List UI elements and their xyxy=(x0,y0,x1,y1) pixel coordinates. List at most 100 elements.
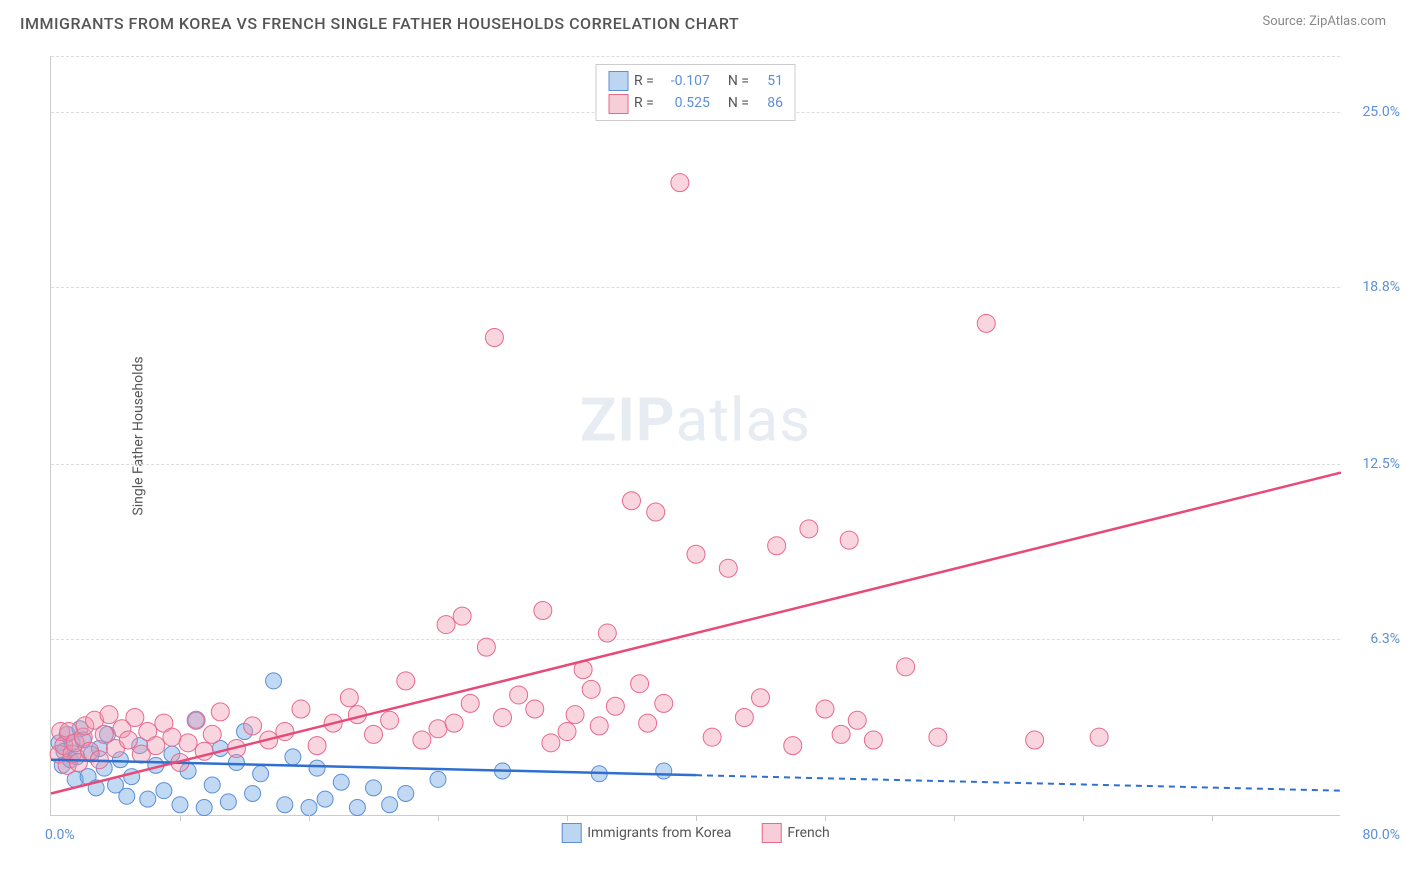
scatter-point-french xyxy=(768,537,786,555)
scatter-point-korea xyxy=(301,800,317,816)
source-label: Source: ZipAtlas.com xyxy=(1262,14,1386,29)
scatter-point-french xyxy=(119,731,137,749)
scatter-point-french xyxy=(671,174,689,192)
series-legend-label: French xyxy=(787,825,829,841)
scatter-point-french xyxy=(179,734,197,752)
legend-r-value: 0.525 xyxy=(660,92,710,114)
scatter-point-french xyxy=(639,714,657,732)
series-legend-label: Immigrants from Korea xyxy=(587,825,731,841)
x-tick xyxy=(1212,815,1213,821)
x-tick xyxy=(696,815,697,821)
scatter-point-french xyxy=(292,700,310,718)
scatter-point-korea xyxy=(196,800,212,816)
scatter-point-korea xyxy=(140,791,156,807)
series-legend: Immigrants from Korea French xyxy=(561,823,830,843)
scatter-point-french xyxy=(687,545,705,563)
scatter-point-french xyxy=(631,675,649,693)
series-legend-item: French xyxy=(761,823,829,843)
scatter-point-korea xyxy=(366,780,382,796)
scatter-point-french xyxy=(566,706,584,724)
scatter-plot-svg xyxy=(51,56,1340,815)
scatter-point-korea xyxy=(266,673,282,689)
scatter-point-french xyxy=(840,531,858,549)
legend-n-value: 86 xyxy=(755,92,783,114)
scatter-point-french xyxy=(126,708,144,726)
scatter-point-french xyxy=(542,734,560,752)
scatter-point-french xyxy=(163,728,181,746)
scatter-point-korea xyxy=(172,797,188,813)
scatter-point-french xyxy=(590,717,608,735)
x-tick xyxy=(180,815,181,821)
scatter-point-french xyxy=(832,725,850,743)
scatter-point-korea xyxy=(349,800,365,816)
chart-header: IMMIGRANTS FROM KOREA VS FRENCH SINGLE F… xyxy=(0,0,1406,41)
scatter-point-korea xyxy=(317,791,333,807)
scatter-point-french xyxy=(381,711,399,729)
scatter-point-french xyxy=(929,728,947,746)
legend-swatch xyxy=(561,823,581,843)
scatter-point-korea xyxy=(253,766,269,782)
scatter-point-french xyxy=(647,503,665,521)
scatter-point-french xyxy=(897,658,915,676)
y-tick-label: 12.5% xyxy=(1362,456,1400,472)
scatter-point-french xyxy=(211,703,229,721)
scatter-point-french xyxy=(735,708,753,726)
legend-n-label: N = xyxy=(728,92,749,114)
scatter-point-french xyxy=(655,694,673,712)
scatter-point-french xyxy=(187,711,205,729)
scatter-point-korea xyxy=(398,785,414,801)
x-axis-max-label: 80.0% xyxy=(1362,827,1400,843)
legend-swatch xyxy=(608,71,628,91)
scatter-point-french xyxy=(494,708,512,726)
scatter-point-french xyxy=(147,737,165,755)
scatter-point-french xyxy=(445,714,463,732)
trendline-french xyxy=(51,473,1341,794)
scatter-point-korea xyxy=(430,771,446,787)
scatter-point-french xyxy=(864,731,882,749)
scatter-point-french xyxy=(477,638,495,656)
scatter-point-french xyxy=(848,711,866,729)
scatter-point-french xyxy=(816,700,834,718)
scatter-point-french xyxy=(397,672,415,690)
legend-r-value: -0.107 xyxy=(660,70,710,92)
scatter-point-french xyxy=(461,694,479,712)
x-tick xyxy=(567,815,568,821)
scatter-point-french xyxy=(453,607,471,625)
y-tick-label: 18.8% xyxy=(1362,279,1400,295)
legend-swatch xyxy=(761,823,781,843)
scatter-point-french xyxy=(437,616,455,634)
scatter-point-korea xyxy=(220,794,236,810)
scatter-point-french xyxy=(534,602,552,620)
scatter-point-korea xyxy=(333,774,349,790)
scatter-point-french xyxy=(100,706,118,724)
x-axis-min-label: 0.0% xyxy=(45,827,75,843)
y-tick-label: 6.3% xyxy=(1370,631,1400,647)
x-tick xyxy=(825,815,826,821)
chart-title: IMMIGRANTS FROM KOREA VS FRENCH SINGLE F… xyxy=(20,14,739,33)
scatter-point-french xyxy=(752,689,770,707)
scatter-point-french xyxy=(623,492,641,510)
x-tick xyxy=(1083,815,1084,821)
series-legend-item: Immigrants from Korea xyxy=(561,823,731,843)
scatter-point-french xyxy=(365,725,383,743)
scatter-point-korea xyxy=(285,749,301,765)
legend-n-value: 51 xyxy=(755,70,783,92)
scatter-point-french xyxy=(340,689,358,707)
scatter-point-french xyxy=(719,559,737,577)
legend-row: R =-0.107N =51 xyxy=(608,70,783,92)
scatter-point-french xyxy=(606,697,624,715)
correlation-legend: R =-0.107N =51R =0.525N =86 xyxy=(595,64,796,121)
legend-n-label: N = xyxy=(728,70,749,92)
legend-swatch xyxy=(608,94,628,114)
scatter-point-french xyxy=(977,314,995,332)
scatter-point-korea xyxy=(119,788,135,804)
scatter-point-french xyxy=(582,680,600,698)
scatter-point-french xyxy=(485,328,503,346)
scatter-point-french xyxy=(1090,728,1108,746)
scatter-point-french xyxy=(203,725,221,743)
scatter-point-korea xyxy=(156,783,172,799)
legend-row: R =0.525N =86 xyxy=(608,92,783,114)
scatter-point-korea xyxy=(309,760,325,776)
scatter-point-french xyxy=(429,720,447,738)
scatter-point-french xyxy=(308,737,326,755)
